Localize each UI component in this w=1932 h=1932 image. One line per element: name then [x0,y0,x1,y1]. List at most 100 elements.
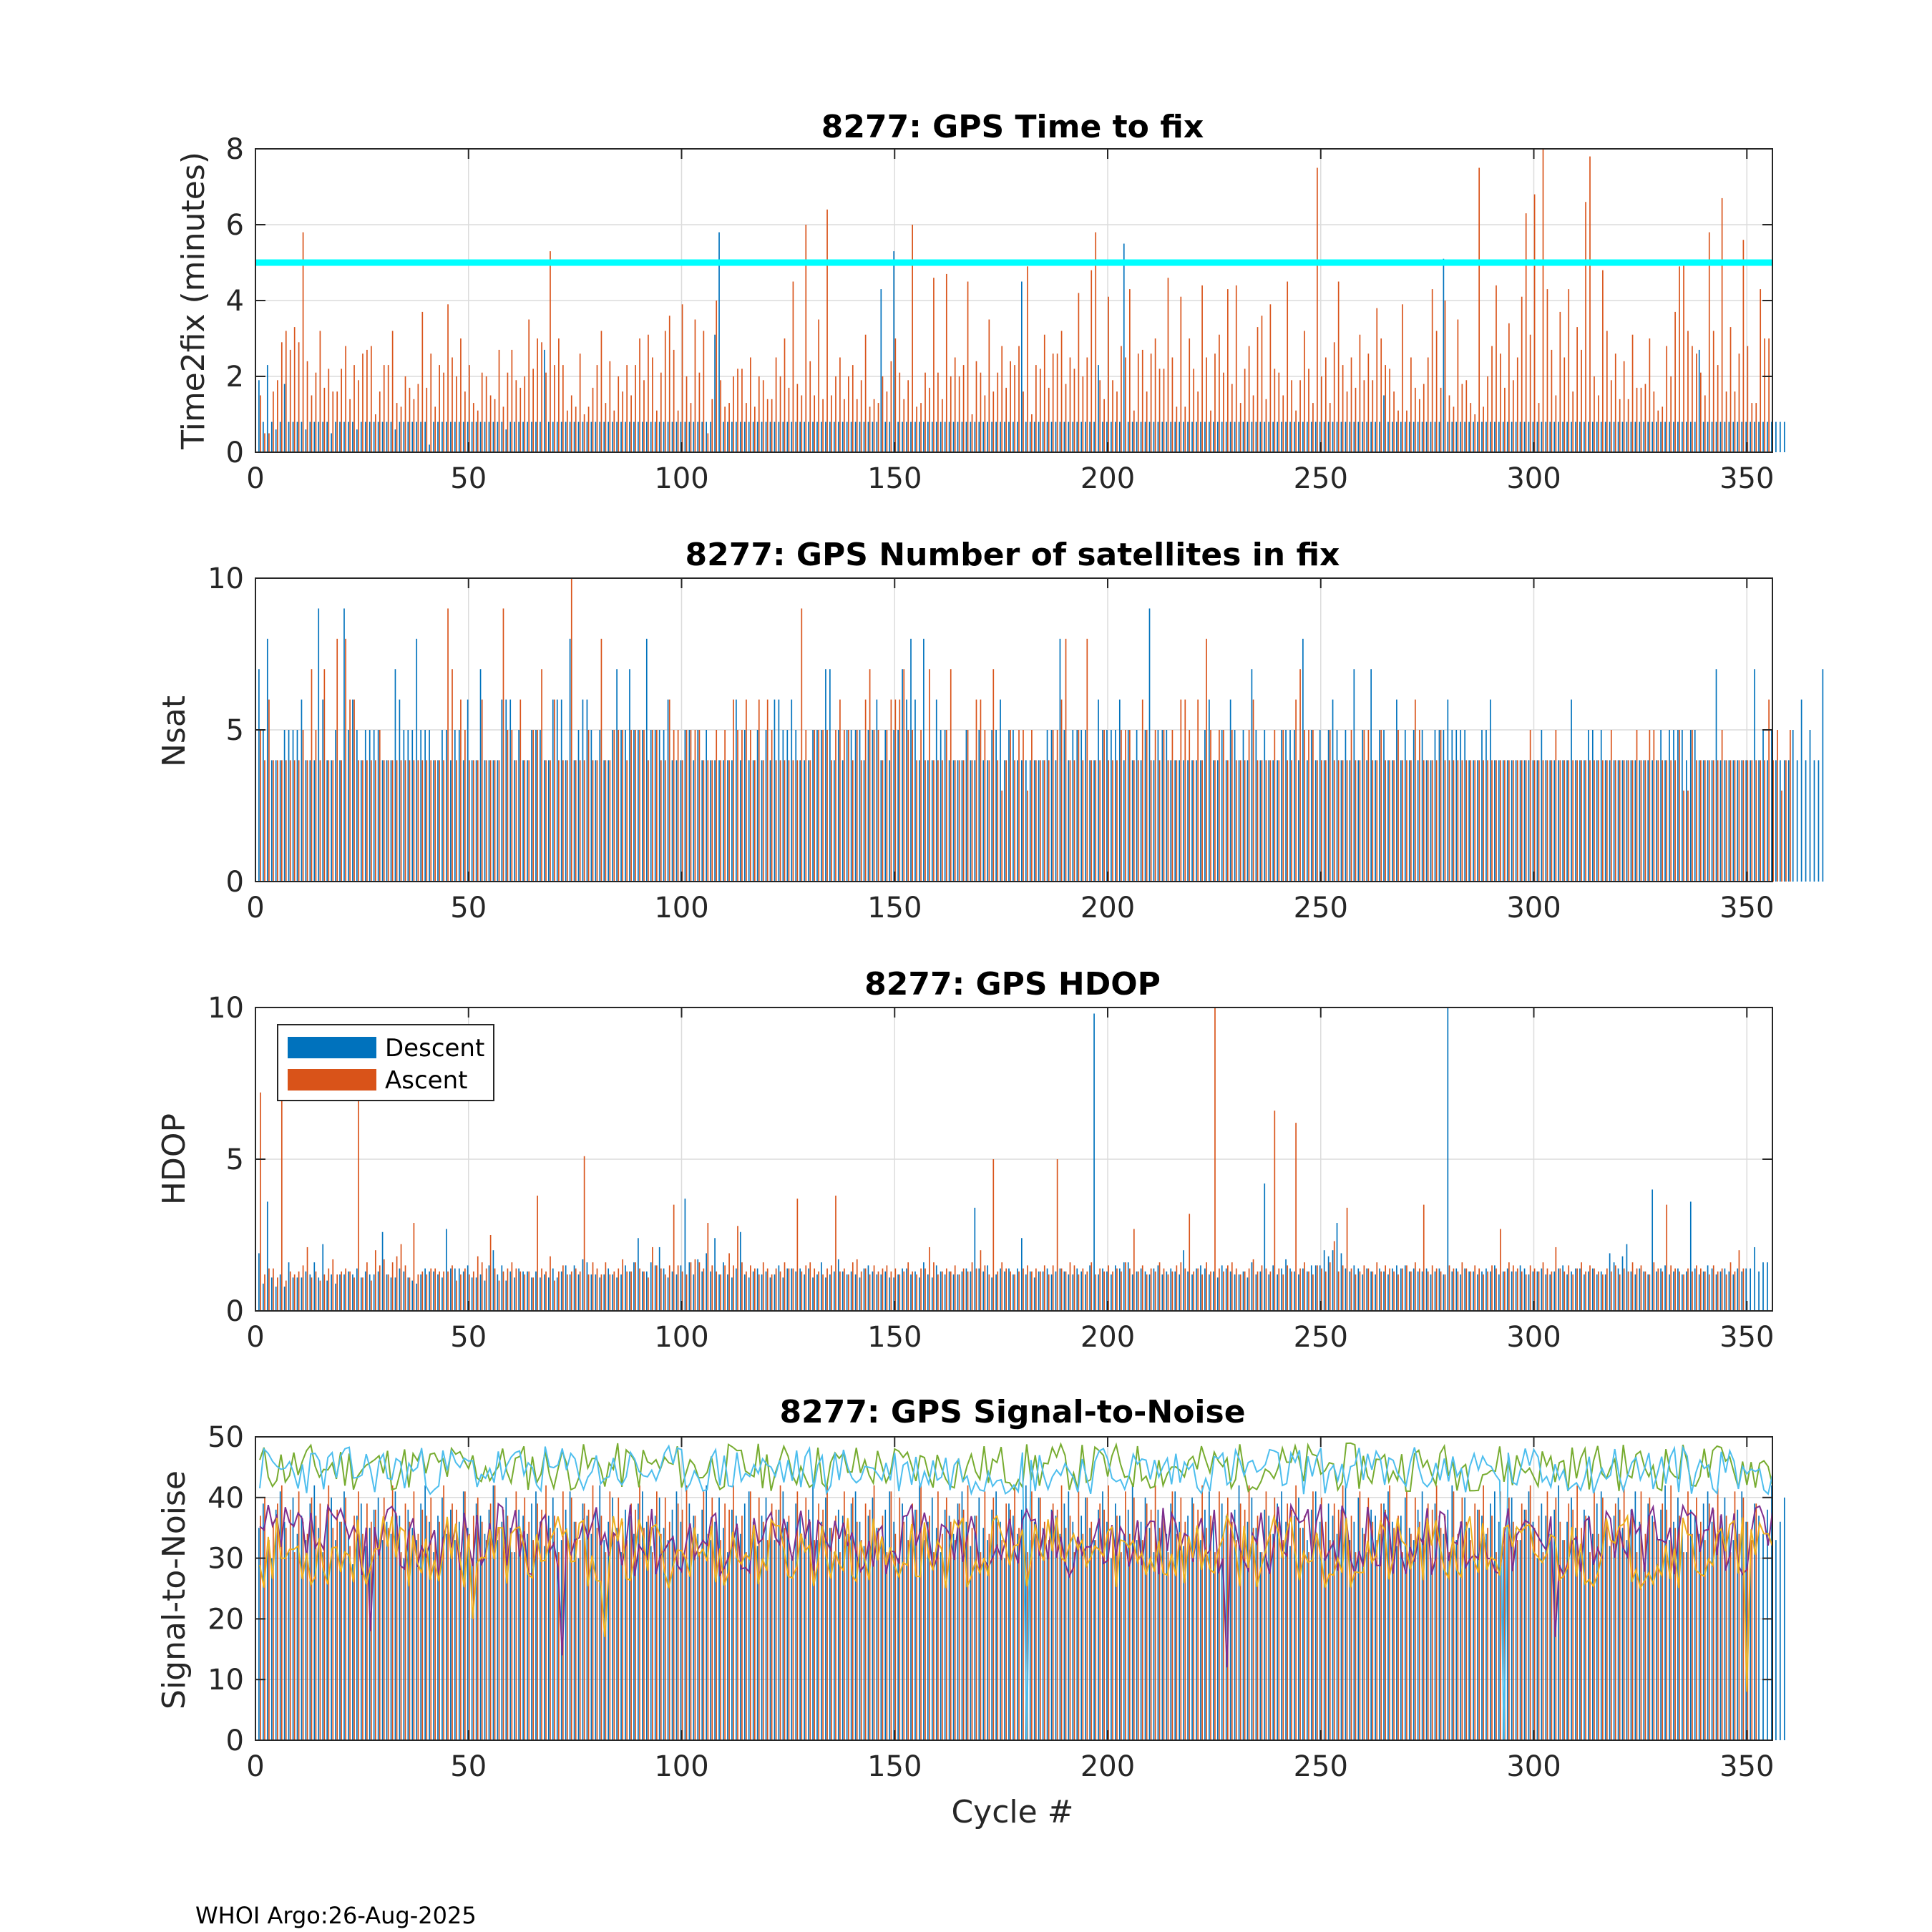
ttf-ascent-bar [1189,338,1191,452]
nsat-descent-bar [441,730,443,882]
hdop-descent-bar [850,1271,852,1311]
hdop-ascent-bar [1376,1262,1378,1311]
snr-ascent-bar [1333,1503,1335,1740]
nsat-ascent-bar [1533,760,1536,882]
hdop-ascent-bar [1056,1159,1058,1311]
ttf-ascent-bar [1027,266,1028,452]
ttf-descent-bar [288,421,290,452]
snr-ascent-bar [1065,1528,1067,1740]
ttf-descent-bar [544,349,545,452]
hdop-ascent-bar [409,1277,411,1311]
hdop-ascent-bar [456,1280,457,1311]
snr-descent-bar [1179,1521,1181,1740]
snr-descent-bar [1621,1528,1624,1740]
ttf-ascent-bar [1483,406,1484,452]
snr-ascent-bar [784,1528,786,1740]
nsat-descent-bar [1588,730,1589,882]
ttf-ascent-bar [822,399,824,452]
nsat-ascent-bar [379,730,381,882]
ttf-descent-bar [1209,421,1210,452]
nsat-ascent-bar [690,730,692,882]
hdop-ascent-bar [741,1262,743,1311]
nsat-ascent-bar [1742,760,1745,882]
nsat-ascent-bar [890,699,892,882]
nsat-descent-bar [381,760,384,882]
hdop-ascent-bar [1193,1271,1195,1311]
snr-ascent-bar [1329,1540,1331,1740]
nsat-descent-bar [1656,760,1657,882]
nsat-descent-bar [1434,730,1436,882]
nsat-descent-bar [1771,730,1772,882]
ttf-ascent-bar [323,387,326,452]
ttf-ascent-bar [537,338,538,452]
ttf-descent-bar [450,421,452,452]
hdop-ascent-bar [1572,1274,1574,1311]
nsat-ascent-bar [1121,730,1122,882]
nsat-descent-bar [266,638,268,882]
nsat-descent-bar [1140,760,1142,882]
hdop-ascent-bar [1606,1268,1608,1311]
hdop-ascent-bar [1312,1274,1314,1311]
hdop-descent-bar [1455,1268,1458,1311]
ttf-descent-bar [944,421,946,452]
hdop-ascent-bar [967,1271,969,1311]
ttf-ascent-bar [681,304,683,452]
hdop-descent-bar [1383,1271,1385,1311]
snr-descent-bar [360,1503,362,1740]
nsat-ascent-bar [1073,760,1075,882]
nsat-descent-bar [1787,760,1790,882]
hdop-descent-bar [1566,1274,1568,1311]
nsat-ascent-bar [323,669,326,882]
ttf-ascent-bar [494,399,496,452]
snr-descent-bar [675,1491,678,1740]
hdop-descent-bar [603,1274,605,1311]
legend-ascent-label: Ascent [385,1066,467,1095]
snr-descent-bar [1451,1485,1453,1740]
hdop-descent-bar [808,1268,809,1311]
hdop-ascent-bar [400,1244,402,1311]
hdop-descent-bar [782,1277,784,1311]
hdop-descent-bar [1353,1265,1355,1311]
nsat-descent-bar [991,730,992,882]
snr-ascent-bar [1231,1521,1233,1740]
nsat-descent-bar [1545,760,1547,882]
snr-ascent-bar [1052,1503,1054,1740]
ttf-descent-bar [940,421,942,452]
nsat-descent-bar [420,730,422,882]
hdop-ascent-bar [1001,1262,1003,1311]
ttf-descent-bar [1200,421,1201,452]
ttf-descent-bar [1298,421,1299,452]
nsat-ascent-bar [280,760,283,882]
nsat-descent-bar [718,760,720,882]
ttf-descent-bar [305,429,307,452]
ttf-ascent-bar [434,406,436,452]
hdop-descent-bar [829,1274,831,1311]
snr-descent-bar [326,1509,328,1740]
hdop-descent-bar [1656,1271,1657,1311]
nsat-ascent-bar [1623,760,1625,882]
ttf-descent-bar [629,421,630,452]
hdop-ascent-bar [1103,1271,1105,1311]
ttf-descent-bar [1136,421,1138,452]
nsat-ascent-bar [575,760,577,882]
ttf-descent-bar [1251,421,1253,452]
hdop-ascent-bar [1380,1271,1382,1311]
nsat-descent-bar [1689,730,1692,882]
hdop-ascent-bar [1180,1262,1182,1311]
nsat-ascent-bar [400,760,402,882]
hdop-ascent-bar [1005,1268,1007,1311]
ttf-descent-bar [1562,421,1563,452]
snr-ascent-bar [1538,1516,1540,1740]
hdop-descent-bar [1737,1268,1739,1311]
snr-ascent-bar [1035,1533,1037,1740]
snr-ascent-bar [1248,1485,1250,1740]
nsat-descent-bar [411,730,414,882]
nsat-descent-bar [743,730,746,882]
hdop-ascent-bar [1402,1268,1403,1311]
nsat-descent-bar [577,730,580,882]
ttf-ascent-bar [541,342,542,452]
hdop-descent-bar [326,1280,328,1311]
ttf-ascent-bar [613,410,615,452]
hdop-ascent-bar [912,1271,913,1311]
hdop-descent-bar [1225,1268,1227,1311]
